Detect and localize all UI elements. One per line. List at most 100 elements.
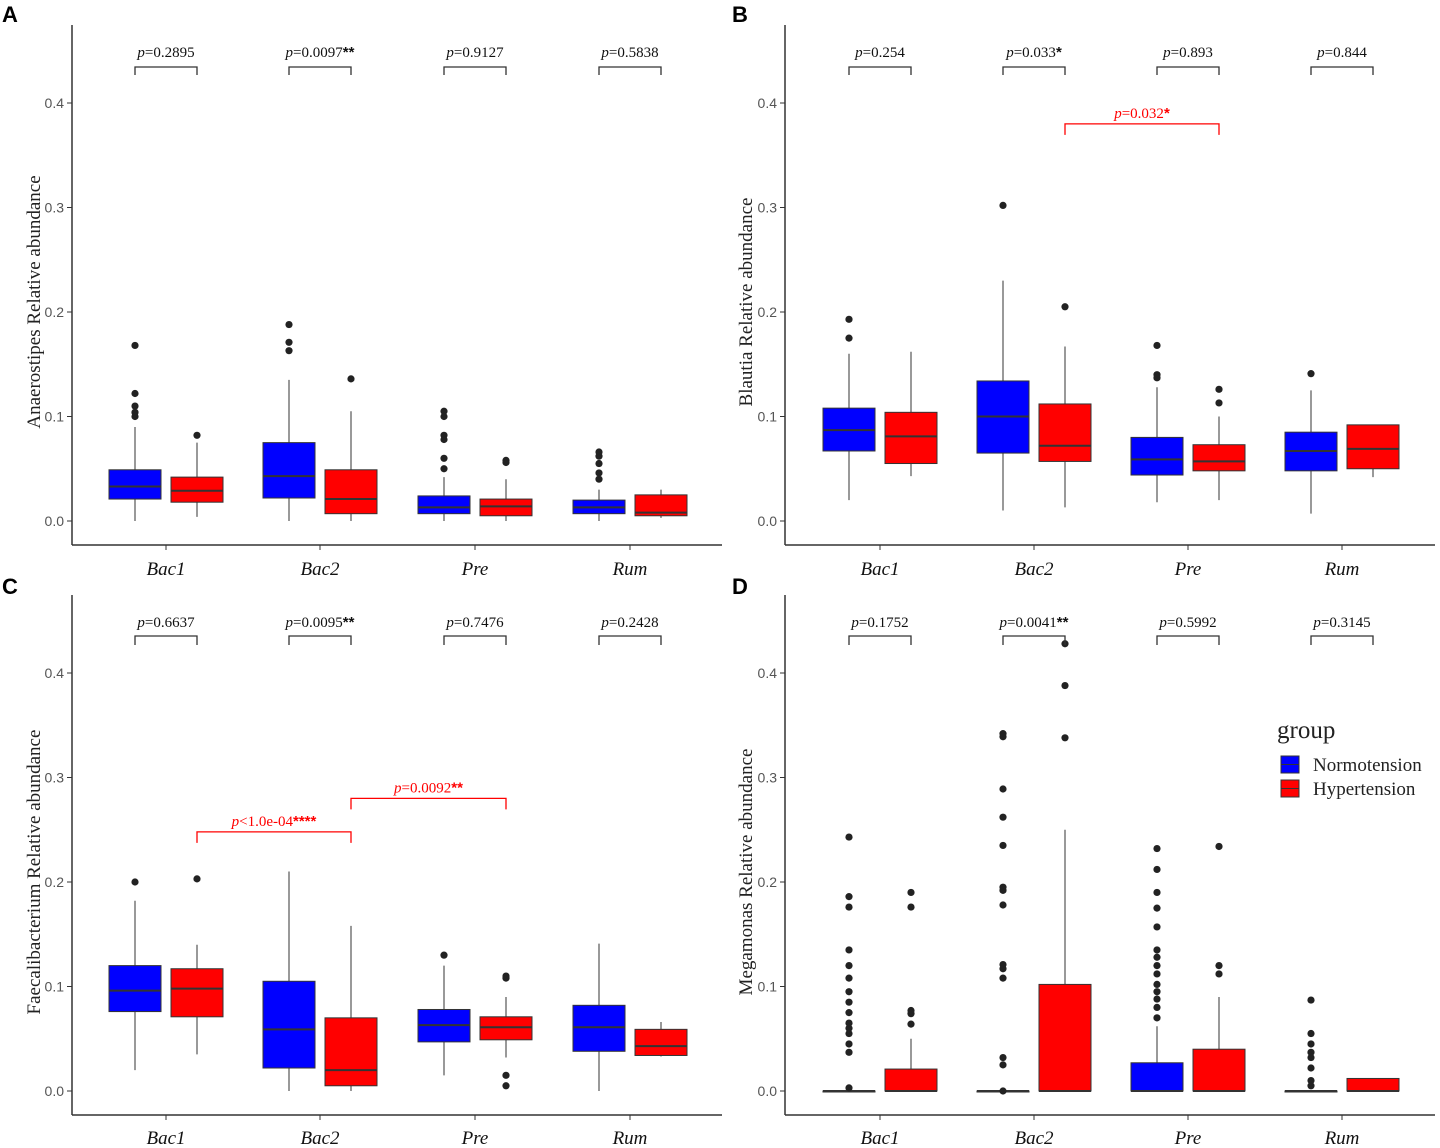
p-value-label: p=0.6637 [136,615,195,631]
significance-test: p=0.844 [1310,45,1374,75]
outlier-point [1215,399,1223,407]
significance-test: p=0.032* [1064,105,1220,135]
box-normotension-bac2 [262,320,316,521]
p-value: =0.893 [1171,45,1213,61]
significance-test: p=0.5992 [1156,615,1220,645]
significance-bracket [350,797,507,810]
outlier-point [1153,953,1161,961]
outlier-point [1153,946,1161,954]
legend-item-hypertension: Hypertension [1280,779,1416,800]
y-tick-label: 0.2 [758,874,778,890]
p-symbol: p [1162,45,1171,61]
p-value: =0.1752 [859,615,909,631]
outlier-point [845,1029,853,1038]
p-value-label: p=0.5838 [600,45,658,61]
outlier-point [131,389,139,398]
p-value-label: p=0.9127 [445,45,504,61]
box-normotension-bac2 [976,730,1030,1095]
significance-test: p=0.3145 [1310,615,1374,645]
box-body [1192,1048,1246,1092]
p-symbol: p [136,615,145,631]
box-normotension-pre [417,951,471,1076]
outlier-point [595,469,603,477]
legend-title: group [1277,717,1335,744]
box-body [170,476,224,503]
outlier-point [1153,995,1161,1003]
box-hypertension-rum [1346,1077,1400,1092]
box-normotension-bac1 [108,878,162,1071]
box-hypertension-bac2 [324,375,378,521]
panel-letter: A [2,2,18,27]
outlier-point [999,901,1007,909]
p-symbol: p [445,615,454,631]
p-value-label: p=0.2895 [136,45,194,61]
y-axis-label: Megamonas Relative abundance [736,749,757,996]
p-value-label: p=0.0092** [393,779,463,796]
box-body [1130,1062,1184,1092]
box-normotension-bac2 [262,871,316,1091]
outlier-point [845,974,853,982]
outlier-point [1153,888,1161,897]
panel-letter: C [2,574,18,599]
outlier-point [845,1048,853,1056]
significance-bracket [598,635,662,645]
box-body [108,469,162,500]
outlier-point [1307,1082,1315,1090]
p-value-label: p=0.844 [1316,45,1367,61]
panel-a: A 0.0 0.1 0.2 0.3 0.4 Anaerostipes Relative ab… [2,2,722,580]
y-tick-label: 0.0 [45,1083,65,1099]
box-normotension-pre [1130,844,1184,1092]
outlier-point [845,988,853,996]
p-value-label: p=0.893 [1162,45,1213,61]
p-value-label: p=0.7476 [445,615,504,631]
box-body [634,1028,688,1056]
box-normotension-bac1 [822,315,876,501]
significance-test: p<1.0e-04**** [196,813,352,843]
box-body [479,498,533,517]
p-symbol: p [600,615,609,631]
significance-bracket [134,66,198,75]
significance-bracket [848,635,912,645]
outlier-point [1215,970,1223,978]
outlier-point [347,375,355,383]
y-tick-label: 0.4 [45,665,65,681]
significance-bracket [1310,66,1374,75]
significance-bracket [1064,123,1220,135]
significance-stars: * [1056,44,1062,61]
outlier-point [1215,385,1223,393]
outlier-point [1061,734,1069,742]
outlier-point [1215,962,1223,970]
x-tick-label: Bac2 [300,1128,340,1148]
significance-test: p=0.893 [1156,45,1220,75]
outlier-point [999,733,1007,741]
outlier-point [1153,923,1161,931]
box-body [572,1004,626,1052]
legend-item-normotension: Normotension [1280,755,1422,776]
significance-bracket [134,635,198,645]
x-tick-label: Bac2 [1014,559,1054,580]
outlier-point [1153,904,1161,912]
box-body [1346,424,1400,470]
significance-test: p=0.0041** [999,614,1069,645]
box-body [1346,1077,1400,1092]
outlier-point [1061,681,1069,690]
significance-test: p=0.033* [1002,44,1066,75]
p-value-label: p=0.0097** [285,44,355,61]
p-value: =0.2895 [145,45,195,61]
significance-bracket [443,635,507,645]
p-value: =0.2428 [609,615,659,631]
significance-bracket [1156,635,1220,645]
significance-stars: ** [451,779,463,796]
outlier-point [440,454,448,462]
x-tick-label: Rum [612,1128,648,1148]
box-body [324,469,378,515]
p-value-label: p=0.0095** [285,614,355,631]
outlier-point [1153,341,1161,350]
outlier-point [1153,970,1161,978]
p-value-label: p=0.032* [1113,105,1170,122]
significance-bracket [443,66,507,75]
p-value: =0.5838 [609,45,659,61]
panel-b: B 0.0 0.1 0.2 0.3 0.4 Blautia Relative abundan… [732,2,1435,580]
outlier-point [595,459,603,468]
